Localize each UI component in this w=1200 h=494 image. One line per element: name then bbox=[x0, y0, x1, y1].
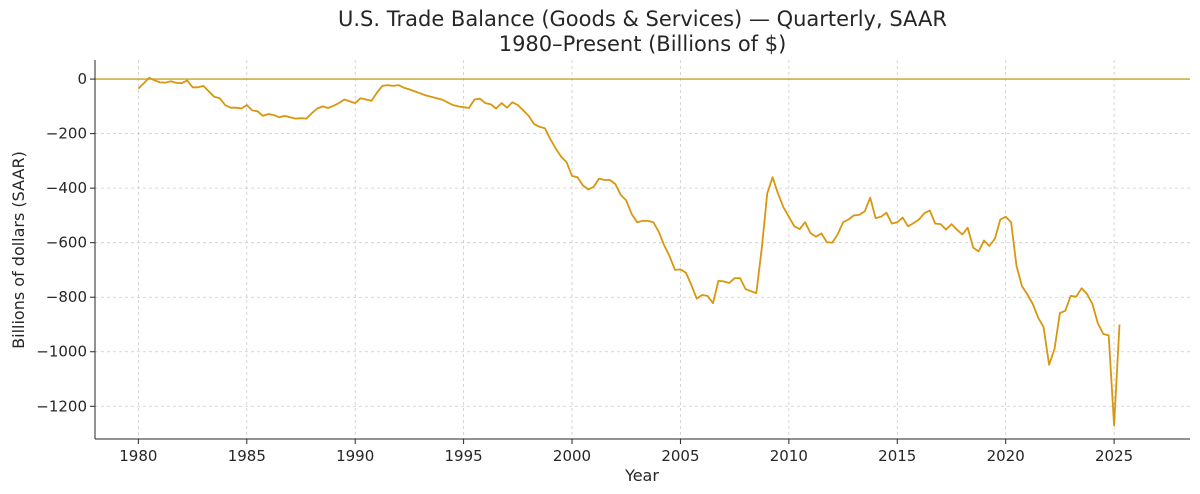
y-axis-label: Billions of dollars (SAAR) bbox=[9, 151, 28, 349]
x-tick-label: 2015 bbox=[878, 447, 916, 465]
x-tick-label: 1990 bbox=[336, 447, 374, 465]
trade-balance-line bbox=[137, 76, 1121, 427]
x-axis-label: Year bbox=[624, 466, 659, 485]
x-axis-ticks: 1980 1985 1990 1995 2000 2005 2010 2015 2020 2025 bbox=[119, 439, 1133, 465]
x-tick-label: 2020 bbox=[987, 447, 1025, 465]
y-tick-label: −1000 bbox=[36, 343, 87, 361]
x-tick-label: 2005 bbox=[661, 447, 699, 465]
y-tick-label: −400 bbox=[46, 179, 87, 197]
y-tick-label: −800 bbox=[46, 288, 87, 306]
trade-balance-series bbox=[137, 76, 1121, 427]
y-tick-label: −600 bbox=[46, 234, 87, 252]
y-tick-label: 0 bbox=[77, 70, 87, 88]
y-axis-ticks: 0 −200 −400 −600 −800 −1000 −1200 bbox=[36, 70, 95, 415]
x-tick-label: 2010 bbox=[770, 447, 808, 465]
chart-subtitle: 1980–Present (Billions of $) bbox=[498, 32, 787, 56]
x-tick-label: 1980 bbox=[119, 447, 157, 465]
x-tick-label: 2025 bbox=[1095, 447, 1133, 465]
axes bbox=[94, 60, 1190, 440]
x-tick-label: 1985 bbox=[228, 447, 266, 465]
x-tick-label: 2000 bbox=[553, 447, 591, 465]
chart-title: U.S. Trade Balance (Goods & Services) — … bbox=[338, 7, 947, 31]
y-tick-label: −1200 bbox=[36, 397, 87, 415]
x-tick-label: 1995 bbox=[445, 447, 483, 465]
y-tick-label: −200 bbox=[46, 125, 87, 143]
grid-lines bbox=[95, 60, 1190, 439]
